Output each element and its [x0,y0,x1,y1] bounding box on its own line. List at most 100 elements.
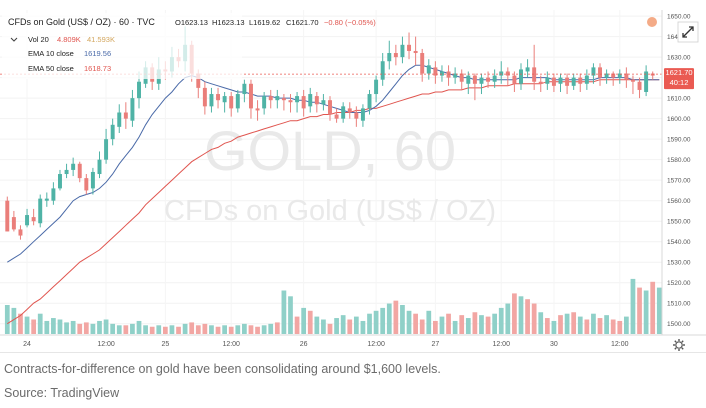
candle-body [492,75,497,82]
candle-body [341,106,346,119]
volume-bar [31,319,37,334]
legend-ema50[interactable]: EMA 50 close 1618.73 [28,64,111,73]
volume-bar [189,322,195,334]
candle-body [433,67,438,76]
volume-bar [386,303,392,334]
volume-bar [610,319,616,334]
candle-body [301,96,306,109]
volume-bar [544,318,550,334]
x-tick-label: 27 [431,341,439,348]
volume-bars [4,278,662,334]
candle-body [328,100,332,115]
volume-bar [156,325,162,334]
candle-body [202,87,207,107]
volume-bar [571,312,577,334]
alert-circle-icon[interactable] [647,17,657,27]
volume-bar [347,319,353,334]
candle-body [242,83,247,95]
volume-bar [90,323,96,334]
candle-body [117,112,122,127]
candle-body [25,215,30,226]
watermark: GOLD, 60 CFDs on Gold (US$ / OZ) [164,119,496,227]
fullscreen-icon[interactable] [677,21,699,43]
volume-bar [37,313,43,334]
candle-body [446,71,451,78]
candle-body [439,71,444,76]
price-chart[interactable]: GOLD, 60 CFDs on Gold (US$ / OZ) 1650.00… [0,0,706,352]
y-tick-label: 1520.00 [667,280,691,287]
x-tick-label: 12:00 [367,341,385,348]
candle-body [644,71,649,92]
ohlc-readout: O1623.13 H1623.13 L1619.62 C1621.70 −0.8… [175,18,376,27]
volume-bar [77,323,83,334]
candle-body [90,171,95,189]
volume-bar [643,290,649,334]
candle-body [532,67,537,82]
volume-bar [281,290,287,334]
volume-bar [512,293,517,334]
candle-body [611,73,616,78]
candle-body [235,94,240,109]
candle-body [31,217,36,222]
volume-bar [130,323,135,334]
volume-bar [373,310,379,334]
volume-bar [307,310,313,334]
candle-body [104,139,109,160]
y-tick-label: 1510.00 [667,301,691,308]
legend-ema10-value: 1619.56 [84,49,111,58]
x-tick-label: 26 [300,341,308,348]
candle-body [354,112,359,119]
watermark-name: CFDs on Gold (US$ / OZ) [164,195,496,227]
candle-body [545,77,550,84]
candle-body [591,67,596,76]
candle-body [479,77,484,84]
volume-bar [413,313,418,334]
volume-bar [591,313,596,334]
x-tick-label: 12:00 [222,341,240,348]
candle-body [314,96,319,105]
volume-bar [314,316,320,334]
candle-body [268,96,273,101]
volume-bar [597,318,603,334]
legend-background [2,13,242,79]
legend-vol-value-2: 41.593K [87,35,115,44]
volume-bar [228,326,234,334]
candle-body [11,217,16,230]
legend-ema10[interactable]: EMA 10 close 1619.56 [28,49,111,58]
candle-body [565,77,570,86]
volume-bar [11,307,17,334]
candle-body [499,71,504,76]
volume-bar [479,315,484,334]
volume-bar [604,315,609,334]
chevron-down-icon[interactable] [10,37,18,42]
y-tick-label: 1650.00 [667,14,691,21]
candle-body [400,44,405,58]
volume-bar [116,325,122,334]
ohlc-close: C1621.70 [286,18,319,27]
candle-body [334,114,339,119]
countdown-value: 40:12 [670,78,689,87]
candle-body [413,50,418,54]
volume-bar [459,315,465,334]
volume-bar [222,325,227,334]
chart-area[interactable]: GOLD, 60 CFDs on Gold (US$ / OZ) 1650.00… [0,0,706,352]
volume-bar [64,322,69,334]
candle-body [558,77,563,84]
candle-body [393,53,398,58]
volume-bar [57,319,63,334]
settings-gear-icon[interactable] [673,339,685,351]
candle-body [229,96,234,109]
volume-bar [623,316,629,334]
candle-body [420,53,425,74]
candle-body [380,61,385,80]
y-tick-label: 1600.00 [667,116,691,123]
volume-bar [406,310,412,334]
candle-body [578,77,583,84]
legend-vol-value-1: 4.809K [57,35,81,44]
volume-bar [465,318,471,334]
volume-bar [400,305,405,334]
legend-vol[interactable]: Vol 20 4.809K 41.593K [10,35,115,44]
volume-bar [327,323,333,334]
volume-bar [426,310,432,334]
ema10-line [7,64,660,263]
